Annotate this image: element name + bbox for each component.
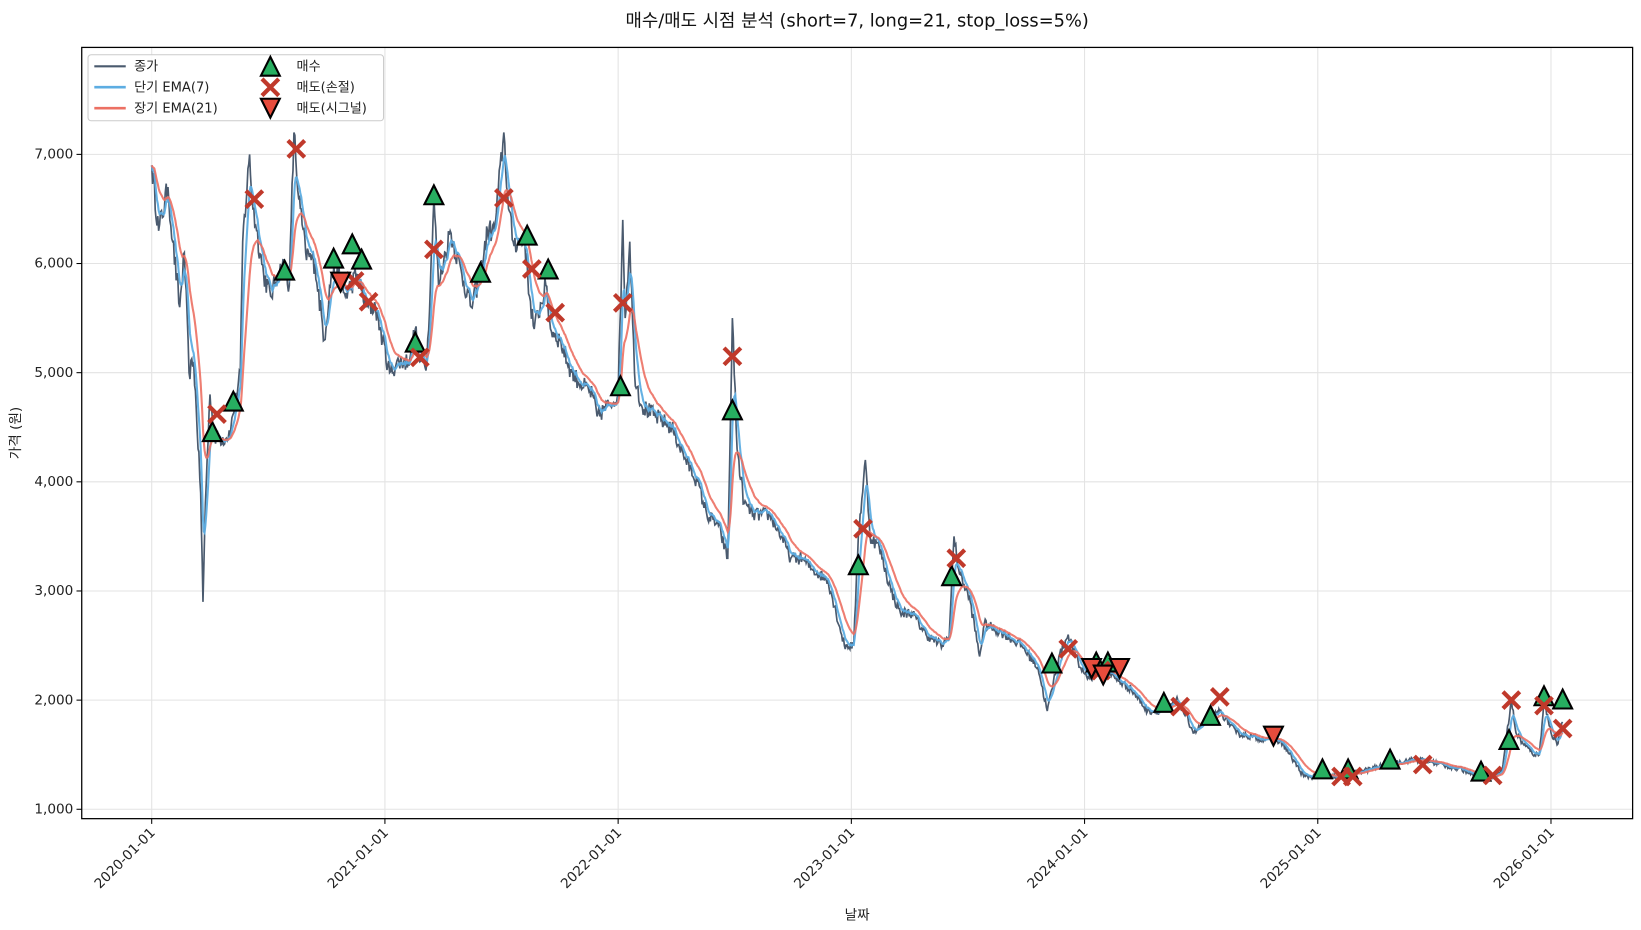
- y-tick-label: 1,000: [34, 801, 73, 817]
- buy-marker: [1551, 687, 1574, 710]
- y-axis-label: 가격 (원): [8, 407, 24, 460]
- buy-marker: [1199, 703, 1222, 726]
- buy-marker: [1040, 651, 1064, 674]
- buy-marker: [469, 260, 492, 283]
- buy-marker: [322, 246, 345, 269]
- sell-stop-marker: [358, 291, 379, 312]
- x-tick-label: 2020-01-01: [91, 825, 158, 892]
- sell-stop-marker: [521, 259, 542, 279]
- sell-stop-marker: [1552, 718, 1573, 739]
- y-tick-label: 5,000: [34, 365, 73, 381]
- sell-signal-marker: [1262, 725, 1285, 748]
- legend-ema-short-label: 단기 EMA(7): [134, 79, 209, 95]
- buy-marker: [350, 247, 373, 270]
- y-tick-label: 6,000: [34, 256, 73, 272]
- buy-marker: [422, 183, 446, 206]
- x-tick-label: 2022-01-01: [558, 825, 625, 892]
- sell-stop-marker: [410, 347, 430, 368]
- legend-buy-label: 매수: [297, 58, 321, 74]
- sell-stop-marker: [853, 518, 873, 539]
- buy-marker: [516, 223, 539, 246]
- grid: [81, 47, 1633, 819]
- x-tick-label: 2024-01-01: [1024, 825, 1091, 892]
- y-axis: 1,000 2,000 3,000 4,000 5,000 6,000 7,000: [34, 147, 82, 817]
- sell-stop-marker: [244, 189, 265, 209]
- buy-marker: [537, 257, 560, 280]
- ema-short-line: [150, 155, 1564, 780]
- sell-stop-marker: [1342, 766, 1363, 787]
- buy-marker: [1152, 690, 1175, 713]
- buy-marker: [341, 232, 364, 255]
- sell-stop-marker: [1501, 690, 1522, 710]
- legend-stop-icon: [260, 77, 281, 98]
- legend-buy-icon: [259, 54, 282, 77]
- sell-stop-marker: [545, 302, 566, 323]
- y-tick-label: 2,000: [34, 692, 73, 708]
- sell-signal-marker: [329, 271, 352, 294]
- sell-stop-marker: [612, 292, 633, 313]
- sell-stop-marker: [1534, 695, 1554, 716]
- sell-stop-marker: [207, 404, 227, 425]
- buy-marker: [940, 563, 963, 587]
- legend-stop-label: 매도(손절): [297, 79, 355, 95]
- sell-signal-marker: [1108, 657, 1131, 681]
- legend-box: [87, 54, 385, 122]
- sell-stop-marker: [286, 139, 307, 159]
- legend-signal-icon: [259, 97, 282, 120]
- sell-signal-marker: [1092, 664, 1115, 687]
- legend: 종가 단기 EMA(7) 장기 EMA(21) 매수 매도(손절) 매도(시그널…: [87, 54, 385, 122]
- close-price-line: [150, 132, 1564, 783]
- buy-marker: [273, 258, 296, 281]
- x-tick-label: 2021-01-01: [325, 825, 392, 892]
- buy-marker: [201, 419, 224, 443]
- x-tick-label: 2023-01-01: [791, 825, 858, 892]
- plot-frame: [81, 46, 1634, 820]
- sell-stop-marker: [1058, 638, 1079, 659]
- buy-marker: [847, 553, 870, 576]
- y-tick-label: 3,000: [34, 583, 73, 599]
- buy-marker: [1311, 757, 1334, 780]
- sell-stop-marker: [722, 346, 743, 367]
- x-axis: 2020-01-01 2021-01-01 2022-01-01 2023-01-01…: [91, 818, 1558, 892]
- buy-marker: [1497, 727, 1521, 750]
- legend-signal-label: 매도(시그널): [297, 100, 367, 116]
- buy-marker: [609, 374, 632, 397]
- sell-stop-marker: [946, 548, 967, 569]
- sell-stop-marker: [1170, 696, 1191, 717]
- buy-marker: [404, 330, 427, 353]
- sell-stop-marker: [493, 188, 514, 208]
- y-tick-label: 7,000: [34, 147, 73, 163]
- x-axis-label: 날짜: [845, 907, 871, 923]
- sell-stop-marker: [1412, 754, 1433, 775]
- x-tick-label: 2026-01-01: [1491, 825, 1558, 892]
- sell-stop-marker: [1482, 765, 1503, 786]
- legend-close-label: 종가: [134, 58, 158, 74]
- x-tick-label: 2025-01-01: [1258, 825, 1325, 892]
- buy-marker: [222, 389, 245, 412]
- markers-layer: [201, 139, 1574, 787]
- series-layer: [150, 132, 1564, 783]
- sell-stop-marker: [424, 239, 444, 260]
- buy-marker: [721, 398, 744, 421]
- sell-stop-marker: [1209, 686, 1230, 707]
- chart-title: 매수/매도 시점 분석 (short=7, long=21, stop_loss…: [626, 10, 1089, 31]
- legend-ema-long-label: 장기 EMA(21): [134, 100, 218, 116]
- buy-marker: [1378, 747, 1402, 770]
- y-tick-label: 4,000: [34, 474, 73, 490]
